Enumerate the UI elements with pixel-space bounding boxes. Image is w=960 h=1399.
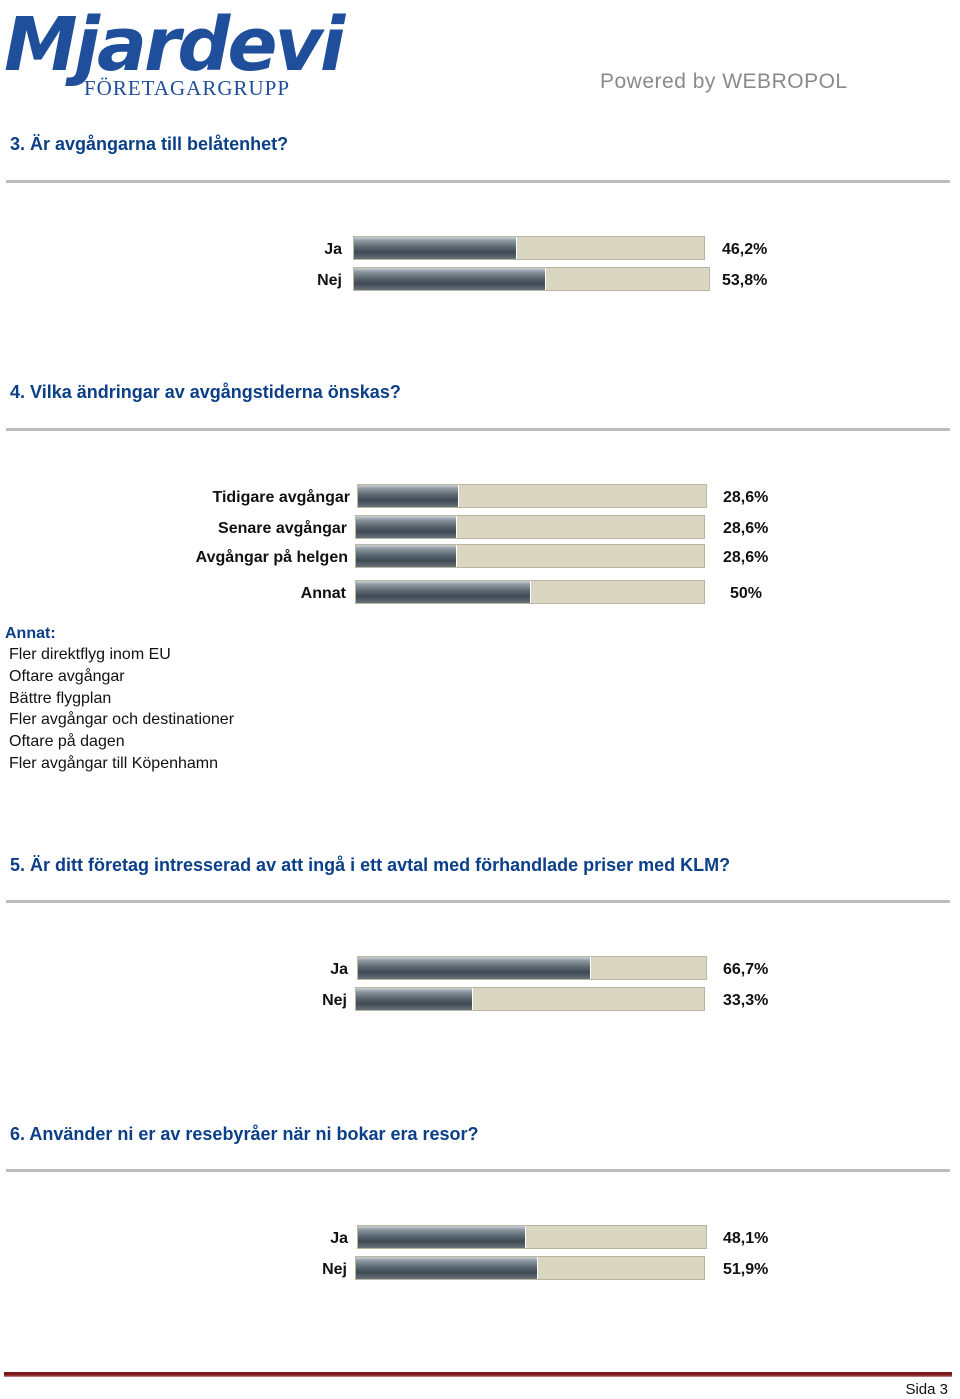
q4-answer-senare-fill (356, 516, 457, 538)
question-5-divider (6, 900, 950, 903)
q6-answer-nej-fill (356, 1257, 538, 1279)
other-response-item: Fler avgångar och destinationer (9, 711, 235, 728)
other-response-item: Fler direktflyg inom EU (9, 646, 171, 663)
q4-answer-helgen-bar (355, 544, 705, 568)
q5-answer-nej-label: Nej (322, 992, 347, 1009)
q5-answer-nej-percent: 33,3% (723, 992, 769, 1009)
q4-answer-tidigare-percent: 28,6% (723, 489, 769, 506)
q5-answer-nej-bar (355, 987, 705, 1011)
q5-answer-ja-label: Ja (330, 961, 348, 978)
q3-answer-nej-percent: 53,8% (722, 272, 768, 289)
q5-answer-ja-percent: 66,7% (723, 961, 769, 978)
q6-answer-ja-bar (357, 1225, 707, 1249)
question-6-title: 6. Använder ni er av resebyråer när ni b… (10, 1124, 479, 1144)
q4-answer-tidigare-bar (357, 484, 707, 508)
company-logo-subtitle: FÖRETAGARGRUPP (84, 76, 291, 100)
other-response-item: Oftare avgångar (9, 668, 125, 685)
question-3-title: 3. Är avgångarna till belåtenhet? (10, 134, 289, 154)
question-3-divider (6, 180, 950, 183)
other-response-item: Fler avgångar till Köpenhamn (9, 755, 219, 772)
q3-answer-ja-percent: 46,2% (722, 241, 768, 258)
q6-answer-ja-fill (358, 1226, 527, 1248)
other-response-item: Bättre flygplan (9, 690, 112, 707)
q6-answer-nej-percent: 51,9% (723, 1261, 769, 1278)
q5-answer-nej-fill (356, 988, 473, 1010)
q3-answer-nej-bar (353, 267, 710, 291)
q4-answer-annat-bar (355, 580, 705, 604)
q4-answer-annat-fill (356, 581, 531, 603)
question-5-title: 5. Är ditt företag intresserad av att in… (10, 855, 731, 875)
q6-answer-ja-percent: 48,1% (723, 1230, 769, 1247)
other-responses-heading: Annat: (5, 625, 56, 642)
q4-answer-annat-percent: 50% (730, 585, 763, 602)
q3-answer-nej-label: Nej (317, 272, 342, 289)
q4-answer-senare-label: Senare avgångar (218, 520, 347, 537)
q3-answer-ja-bar (353, 236, 705, 260)
q4-answer-helgen-fill (356, 545, 457, 567)
q3-answer-nej-fill (354, 268, 546, 290)
question-4-title: 4. Vilka ändringar av avgångstiderna öns… (10, 382, 401, 402)
q3-answer-ja-label: Ja (324, 241, 342, 258)
q4-answer-senare-percent: 28,6% (723, 520, 769, 537)
question-6-divider (6, 1169, 950, 1172)
page-number: Sida 3 (905, 1381, 948, 1398)
footer-rule (4, 1372, 952, 1377)
q4-answer-annat-label: Annat (300, 585, 346, 602)
q4-answer-tidigare-fill (358, 485, 459, 507)
question-4-divider (6, 428, 950, 431)
q4-answer-helgen-percent: 28,6% (723, 549, 769, 566)
q6-answer-ja-label: Ja (330, 1230, 348, 1247)
q5-answer-ja-fill (358, 957, 592, 979)
q6-answer-nej-bar (355, 1256, 705, 1280)
q5-answer-ja-bar (357, 956, 707, 980)
powered-by-logo: Powered by WEBROPOL (600, 70, 848, 93)
q4-answer-senare-bar (355, 515, 705, 539)
q3-answer-ja-fill (354, 237, 517, 259)
other-response-item: Oftare på dagen (9, 733, 125, 750)
company-logo: Mjardevi (4, 2, 345, 88)
q4-answer-helgen-label: Avgångar på helgen (195, 549, 348, 566)
q6-answer-nej-label: Nej (322, 1261, 347, 1278)
q4-answer-tidigare-label: Tidigare avgångar (212, 489, 350, 506)
